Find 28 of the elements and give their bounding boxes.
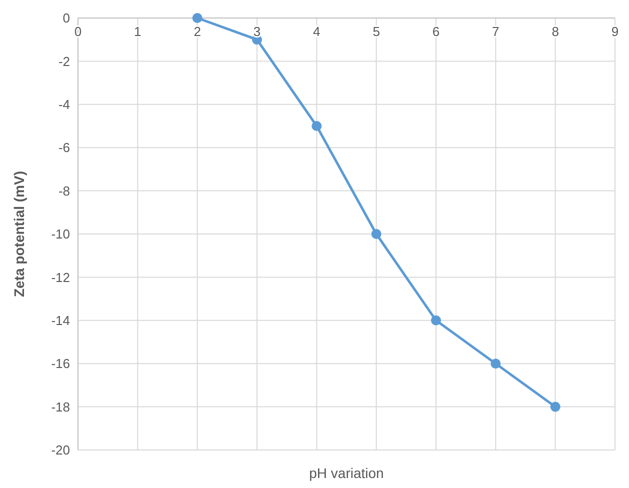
y-tick-label: -16 — [51, 356, 70, 372]
y-tick-label: -20 — [51, 442, 70, 458]
x-tick-label: 4 — [313, 24, 320, 39]
point — [192, 13, 202, 23]
y-tick-label: -2 — [58, 54, 70, 69]
point — [431, 315, 441, 326]
y-tick-label: -8 — [58, 183, 70, 198]
point — [312, 121, 322, 131]
point — [371, 229, 382, 239]
x-tick-label: 2 — [194, 24, 201, 39]
y-tick-label: -12 — [51, 270, 70, 285]
y-tick-label: -6 — [58, 140, 70, 156]
point — [550, 402, 560, 412]
x-tick-label: 5 — [372, 24, 380, 39]
y-axis-title: Zeta potential (mV) — [11, 170, 27, 298]
y-tick-label: -18 — [51, 399, 70, 414]
y-tick-label: -10 — [51, 226, 70, 242]
x-tick-label: 9 — [611, 24, 619, 39]
x-tick-label: 0 — [74, 24, 82, 39]
x-tick-label: 6 — [432, 24, 440, 39]
y-tick-label: -4 — [58, 96, 70, 112]
point — [490, 358, 501, 369]
x-tick-label: 8 — [552, 24, 559, 39]
x-tick-label: 7 — [492, 24, 500, 39]
y-tick-label: -14 — [51, 312, 70, 328]
y-tick-label: 0 — [62, 10, 70, 26]
x-tick-label: 1 — [134, 24, 142, 39]
x-axis-title: pH variation — [309, 465, 384, 481]
